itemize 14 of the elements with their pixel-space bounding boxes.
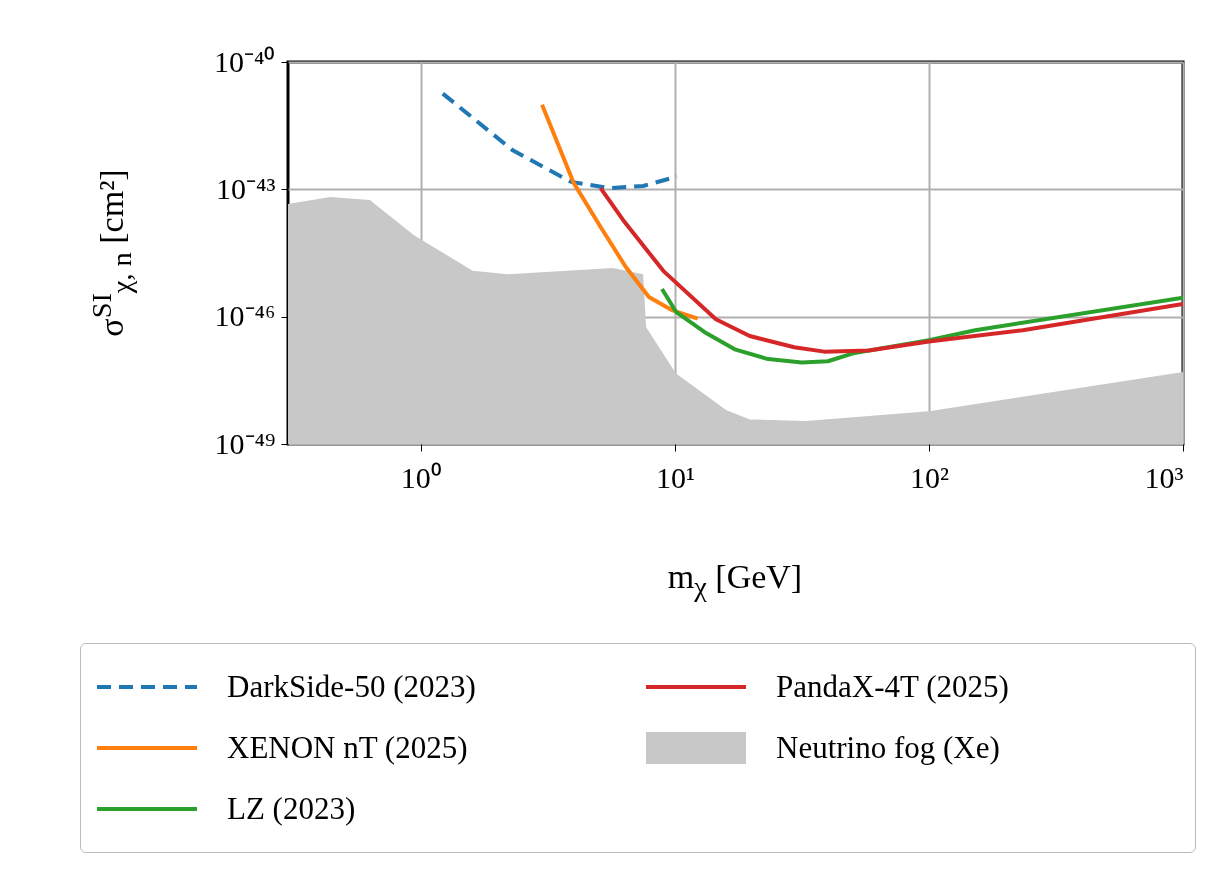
legend-label: LZ (2023) [227, 791, 356, 828]
legend-label: Neutrino fog (Xe) [776, 729, 1000, 766]
x-tick-label: 10³ [1144, 460, 1184, 494]
x-tick-label: 10¹ [655, 460, 695, 494]
x-tick-label: 10² [909, 460, 949, 494]
legend-label: DarkSide-50 (2023) [227, 668, 476, 705]
y-tick-label: 10⁻⁴⁹ [214, 426, 276, 460]
y-tick-label: 10⁻⁴³ [216, 171, 276, 205]
x-axis-title: m$_{χ}$ [GeV] [667, 558, 803, 603]
y-tick-label: 10⁻⁴⁶ [214, 299, 276, 333]
x-tick-label: 10⁰ [400, 460, 442, 494]
legend-label: PandaX-4T (2025) [776, 668, 1009, 705]
legend-label: XENON nT (2025) [227, 729, 468, 766]
y-tick-label: 10⁻⁴⁰ [214, 44, 276, 78]
